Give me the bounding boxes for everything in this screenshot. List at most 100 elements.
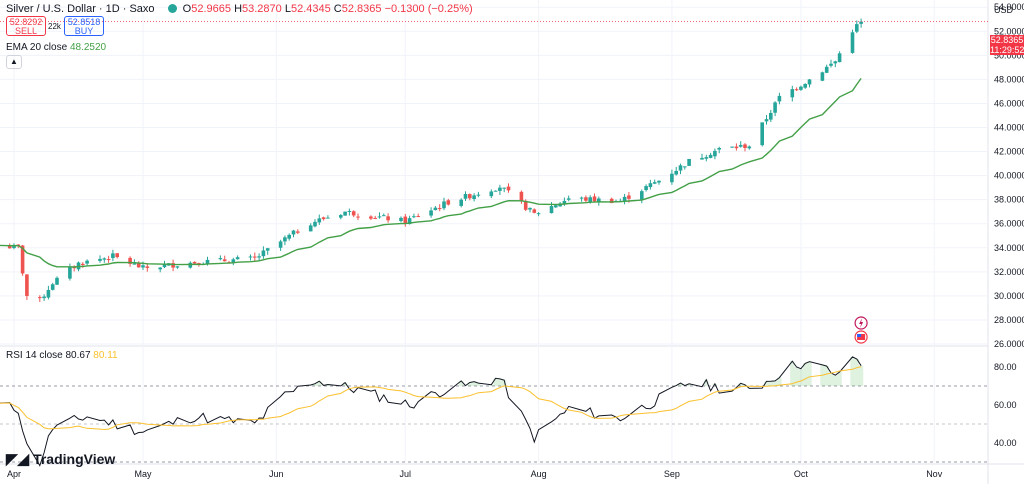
ema-legend[interactable]: EMA 20 close 48.2520 bbox=[6, 42, 106, 53]
symbol-legend: Silver / U.S. Dollar · 1D · Saxo O52.966… bbox=[6, 3, 473, 15]
time-tick-label: Jul bbox=[400, 469, 412, 479]
ohlc-high-key: H bbox=[234, 3, 243, 15]
buy-label: BUY bbox=[74, 26, 94, 36]
time-tick-label: Sep bbox=[664, 469, 680, 479]
candle-body bbox=[248, 256, 253, 258]
candle-body bbox=[790, 89, 795, 98]
candle-body bbox=[412, 216, 416, 218]
candle-body bbox=[416, 216, 420, 218]
candle-body bbox=[373, 217, 377, 219]
candle-body bbox=[584, 197, 588, 201]
ema-legend-label: EMA 20 close bbox=[6, 42, 68, 53]
candle-body bbox=[339, 215, 343, 218]
candle-body bbox=[717, 147, 721, 150]
candle-body bbox=[291, 230, 296, 235]
candle-body bbox=[536, 213, 541, 215]
candle-body bbox=[549, 206, 554, 214]
candle-body bbox=[437, 208, 442, 210]
rsi-ma-legend-value: 80.11 bbox=[93, 350, 118, 361]
candle-body bbox=[261, 250, 266, 257]
candle-body bbox=[640, 191, 644, 200]
price-tick-label: 28.0000 bbox=[994, 315, 1024, 325]
time-tick-label: Oct bbox=[794, 469, 809, 479]
candle-body bbox=[7, 245, 12, 249]
candle-body bbox=[382, 215, 386, 217]
price-tick-label: 40.0000 bbox=[994, 171, 1024, 181]
rsi-tick-label: 60.00 bbox=[994, 400, 1017, 410]
candle-body bbox=[777, 95, 782, 102]
candle-body bbox=[730, 146, 734, 148]
candle-body bbox=[128, 257, 132, 264]
candle-body bbox=[609, 198, 614, 204]
ema-20-line bbox=[0, 77, 862, 268]
ohlc-open-key: O bbox=[182, 3, 192, 15]
price-tick-label: 50.0000 bbox=[994, 50, 1024, 60]
candle-body bbox=[523, 200, 528, 210]
event-markers[interactable] bbox=[854, 316, 868, 344]
time-tick-label: Apr bbox=[7, 469, 21, 479]
rsi-tick-label: 40.00 bbox=[994, 438, 1017, 448]
candle-body bbox=[399, 217, 403, 221]
ohlc-low-key: L bbox=[284, 3, 291, 15]
candle-body bbox=[769, 112, 773, 120]
candle-body bbox=[532, 209, 537, 213]
price-tick-label: 54.0000 bbox=[994, 2, 1024, 12]
symbol-title[interactable]: Silver / U.S. Dollar · 1D · Saxo bbox=[6, 3, 155, 15]
candle-body bbox=[708, 154, 713, 158]
candle-body bbox=[519, 191, 524, 202]
candle-body bbox=[562, 200, 567, 204]
candle-body bbox=[231, 259, 236, 263]
candle-body bbox=[463, 193, 468, 199]
candle-body bbox=[807, 79, 812, 85]
ohlc-high-value: 53.2870 bbox=[242, 3, 282, 15]
rsi-legend[interactable]: RSI 14 close 80.67 80.11 bbox=[6, 350, 118, 361]
candle-body bbox=[803, 83, 807, 88]
time-tick-label: May bbox=[134, 469, 152, 479]
price-tick-label: 34.0000 bbox=[994, 243, 1024, 253]
candle-body bbox=[188, 262, 193, 268]
candle-body bbox=[704, 157, 709, 159]
candle-body bbox=[566, 198, 571, 200]
tradingview-logo[interactable]: ◤◢ TradingView bbox=[6, 450, 115, 468]
rsi-tick-label: 80.00 bbox=[994, 362, 1017, 372]
candle-body bbox=[386, 216, 390, 221]
candle-body bbox=[687, 158, 691, 166]
spread-value: 22k bbox=[48, 22, 61, 31]
candle-body bbox=[42, 296, 46, 299]
candle-body bbox=[369, 216, 373, 219]
price-tick-label: 44.0000 bbox=[994, 122, 1024, 132]
candle-body bbox=[283, 237, 287, 242]
candle-body bbox=[743, 144, 747, 149]
candle-body bbox=[489, 191, 494, 197]
price-change: −0.1300 (−0.25%) bbox=[384, 3, 473, 15]
candle-body bbox=[644, 186, 648, 191]
candle-body bbox=[141, 265, 145, 268]
candle-body bbox=[648, 183, 653, 188]
price-tick-label: 26.0000 bbox=[994, 339, 1024, 349]
sell-button[interactable]: 52.8292 SELL bbox=[6, 16, 46, 36]
currency-label[interactable]: USD bbox=[994, 5, 1014, 15]
candle-body bbox=[734, 146, 739, 149]
candle-body bbox=[657, 180, 661, 183]
candle-body bbox=[253, 256, 257, 258]
candle-body bbox=[377, 216, 382, 218]
candle-body bbox=[347, 210, 352, 212]
candle-body bbox=[38, 297, 42, 299]
candle-body bbox=[597, 198, 601, 203]
time-tick-label: Nov bbox=[926, 469, 943, 479]
buy-button[interactable]: 52.8518 BUY bbox=[64, 16, 104, 36]
candle-body bbox=[554, 205, 558, 208]
candle-body bbox=[171, 263, 175, 268]
candle-body bbox=[81, 263, 85, 265]
ohlc-open-value: 52.9665 bbox=[191, 3, 231, 15]
candle-body bbox=[313, 221, 317, 227]
candle-body bbox=[25, 274, 29, 296]
candle-body bbox=[257, 256, 261, 258]
candle-body bbox=[855, 24, 859, 32]
candle-body bbox=[175, 266, 180, 268]
market-open-icon bbox=[167, 4, 177, 13]
candle-body bbox=[764, 119, 769, 122]
candle-body bbox=[579, 197, 584, 199]
collapse-legend-button[interactable]: ▲ bbox=[6, 55, 22, 69]
